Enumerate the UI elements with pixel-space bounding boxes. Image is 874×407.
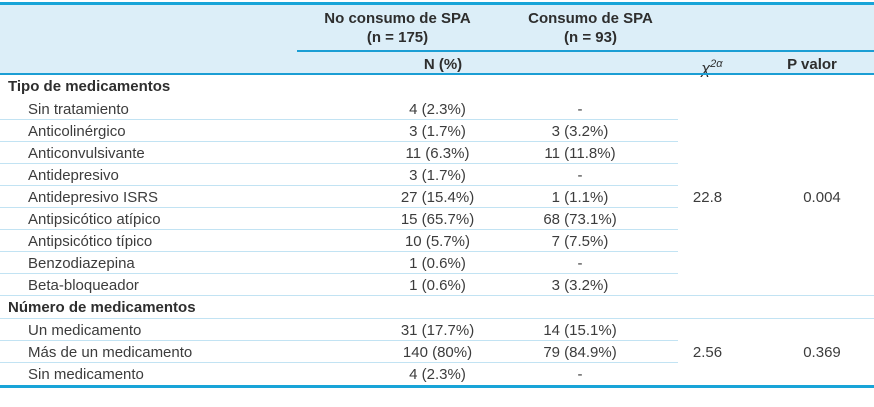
cell-consumo: 79 (84.9%) <box>543 343 617 361</box>
section-header-numero-de-medicamentos: Número de medicamentos <box>0 296 874 319</box>
row-label: Sin medicamento <box>28 365 144 383</box>
row-label: Antidepresivo ISRS <box>28 188 159 206</box>
row-label: Anticolinérgico <box>28 122 126 140</box>
cell-consumo: 7 (7.5%) <box>551 232 609 250</box>
cell-no-consumo: 4 (2.3%) <box>409 365 466 383</box>
header-bottom-rule <box>0 73 874 75</box>
row-label: Anticonvulsivante <box>28 144 145 162</box>
cell-consumo: 1 (1.1%) <box>551 188 609 206</box>
row-label: Antipsicótico atípico <box>28 210 161 228</box>
column-group-label: Consumo de SPA <box>528 10 653 27</box>
table-row: Un medicamento 31 (17.7%) 14 (15.1%) <box>0 319 874 341</box>
cell-chi-square: 22.8 <box>692 188 723 206</box>
table-row: Anticolinérgico 3 (1.7%) 3 (3.2%) <box>0 120 874 142</box>
cell-consumo: 11 (11.8%) <box>544 144 616 162</box>
table-header: No consumo de SPA (n = 175) Consumo de S… <box>0 2 874 78</box>
row-label: Antipsicótico típico <box>28 232 153 250</box>
cell-consumo: 14 (15.1%) <box>543 321 617 339</box>
table-row: Más de un medicamento 140 (80%) 79 (84.9… <box>0 341 874 363</box>
cell-p-value: 0.369 <box>803 343 841 361</box>
cell-no-consumo: 140 (80%) <box>402 343 473 361</box>
cell-consumo: - <box>577 254 583 272</box>
chi-symbol: χ <box>701 60 711 78</box>
table-row: Antipsicótico típico 10 (5.7%) 7 (7.5%) <box>0 230 874 252</box>
row-label: Benzodiazepina <box>28 254 135 272</box>
table-bottom-rule <box>0 385 874 388</box>
cell-no-consumo: 27 (15.4%) <box>400 188 475 206</box>
table-row: Antidepresivo ISRS 27 (15.4%) 1 (1.1%) 2… <box>0 186 874 208</box>
column-group-n: (n = 93) <box>564 29 617 46</box>
column-group-no-consumo: No consumo de SPA (n = 175) <box>285 9 510 47</box>
header-mid-rule <box>297 50 874 52</box>
cell-no-consumo: 3 (1.7%) <box>409 166 466 184</box>
column-group-label: No consumo de SPA <box>324 10 471 27</box>
cell-p-value: 0.004 <box>803 188 841 206</box>
cell-consumo: - <box>577 100 583 118</box>
cell-consumo: - <box>577 166 583 184</box>
row-label: Más de un medicamento <box>28 343 193 361</box>
cell-no-consumo: 1 (0.6%) <box>409 276 466 294</box>
cell-no-consumo: 1 (0.6%) <box>409 254 466 272</box>
column-group-consumo: Consumo de SPA (n = 93) <box>478 9 703 47</box>
table-row: Benzodiazepina 1 (0.6%) - <box>0 252 874 274</box>
table-body: Tipo de medicamentos Sin tratamiento 4 (… <box>0 75 874 385</box>
p-value-column-header: P valor <box>787 56 837 73</box>
cell-no-consumo: 15 (65.7%) <box>400 210 475 228</box>
table-row: Sin medicamento 4 (2.3%) - <box>0 363 874 385</box>
table-row: Anticonvulsivante 11 (6.3%) 11 (11.8%) <box>0 142 874 164</box>
chi-square-column-header: χ2α <box>662 55 762 78</box>
cell-no-consumo: 4 (2.3%) <box>409 100 466 118</box>
cell-consumo: 3 (3.2%) <box>551 276 609 294</box>
row-label: Un medicamento <box>28 321 142 339</box>
chi-superscript: 2α <box>710 58 723 70</box>
cell-no-consumo: 11 (6.3%) <box>405 144 470 162</box>
cell-consumo: 3 (3.2%) <box>551 122 609 140</box>
table-row: Antidepresivo 3 (1.7%) - <box>0 164 874 186</box>
column-group-n: (n = 175) <box>366 29 429 46</box>
section-title: Tipo de medicamentos <box>8 78 171 95</box>
cell-consumo: 68 (73.1%) <box>543 210 617 228</box>
section-header-tipo-de-medicamentos: Tipo de medicamentos <box>0 75 874 98</box>
row-label: Sin tratamiento <box>28 100 129 118</box>
cell-no-consumo: 3 (1.7%) <box>409 122 466 140</box>
cell-no-consumo: 31 (17.7%) <box>400 321 475 339</box>
row-label: Antidepresivo <box>28 166 119 184</box>
row-label: Beta-bloqueador <box>28 276 139 294</box>
cell-chi-square: 2.56 <box>692 343 723 361</box>
section-title: Número de medicamentos <box>8 299 196 316</box>
cell-no-consumo: 10 (5.7%) <box>404 232 471 250</box>
cell-consumo: - <box>577 365 583 383</box>
medication-consumption-table: No consumo de SPA (n = 175) Consumo de S… <box>0 2 874 388</box>
table-row: Sin tratamiento 4 (2.3%) - <box>0 98 874 120</box>
measure-column-header: N (%) <box>423 56 463 73</box>
table-row: Antipsicótico atípico 15 (65.7%) 68 (73.… <box>0 208 874 230</box>
table-row: Beta-bloqueador 1 (0.6%) 3 (3.2%) <box>0 274 874 296</box>
